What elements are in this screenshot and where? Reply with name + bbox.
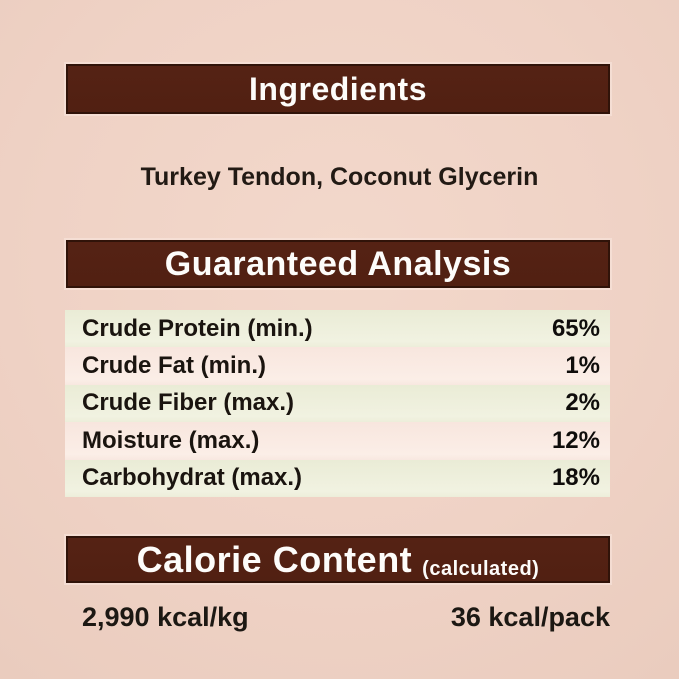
calorie-values-row: 2,990 kcal/kg 36 kcal/pack bbox=[66, 602, 610, 633]
nutrient-value: 1% bbox=[565, 352, 600, 380]
table-row: Crude Protein (min.) 65% bbox=[65, 310, 610, 348]
guaranteed-analysis-table: Crude Protein (min.) 65% Crude Fat (min.… bbox=[65, 310, 610, 497]
nutrient-label: Crude Fiber (max.) bbox=[82, 389, 295, 417]
guaranteed-analysis-header-bar: Guaranteed Analysis bbox=[66, 240, 610, 288]
calorie-content-header-main: Calorie Content bbox=[136, 538, 413, 580]
calorie-content-header-title: Calorie Content (calculated) bbox=[136, 538, 540, 580]
calories-per-pack: 36 kcal/pack bbox=[450, 602, 610, 632]
calorie-content-header-bar: Calorie Content (calculated) bbox=[66, 536, 610, 583]
nutrient-value: 18% bbox=[551, 464, 600, 492]
nutrient-value: 65% bbox=[551, 314, 600, 342]
guaranteed-analysis-header-title: Guaranteed Analysis bbox=[164, 245, 512, 283]
nutrient-value: 2% bbox=[565, 389, 600, 417]
nutrient-label: Carbohydrat (max.) bbox=[82, 464, 303, 492]
table-row: Moisture (max.) 12% bbox=[65, 422, 610, 460]
table-row: Crude Fiber (max.) 2% bbox=[65, 384, 610, 423]
table-row: Carbohydrat (max.) 18% bbox=[65, 459, 610, 497]
ingredients-header-title: Ingredients bbox=[249, 71, 427, 107]
table-row: Crude Fat (min.) 1% bbox=[65, 347, 610, 385]
calories-per-kg: 2,990 kcal/kg bbox=[82, 602, 249, 632]
ingredients-list: Turkey Tendon, Coconut Glycerin bbox=[140, 163, 539, 191]
nutrient-label: Moisture (max.) bbox=[82, 426, 260, 454]
calorie-content-header-qualifier: (calculated) bbox=[422, 557, 540, 580]
nutrient-label: Crude Fat (min.) bbox=[82, 352, 266, 380]
nutrient-label: Crude Protein (min.) bbox=[82, 314, 313, 342]
ingredients-header-bar: Ingredients bbox=[66, 64, 610, 114]
nutrient-value: 12% bbox=[551, 426, 600, 454]
